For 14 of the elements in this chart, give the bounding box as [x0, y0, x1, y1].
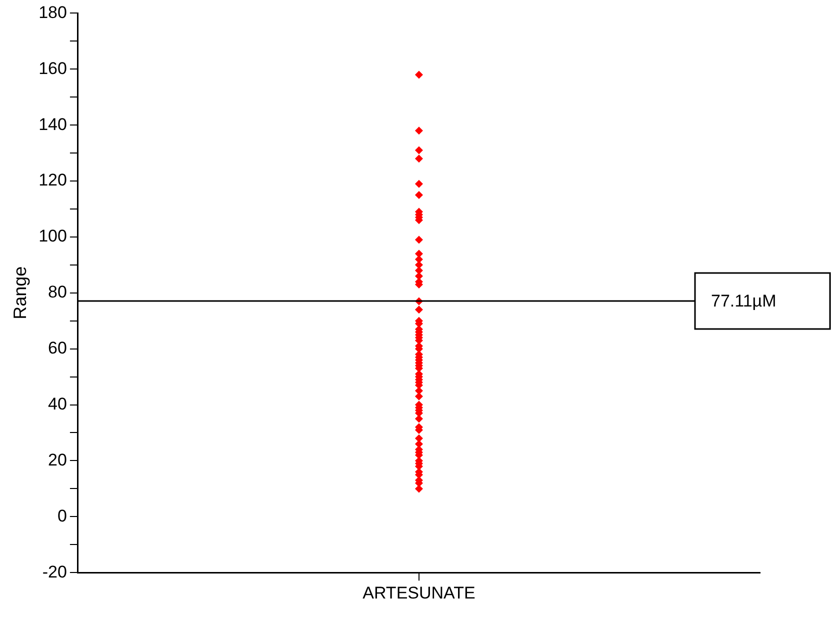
ref-line-label: 77.11µM	[711, 292, 776, 311]
y-tick-label: 20	[48, 450, 67, 470]
y-tick-label: 40	[48, 394, 67, 414]
y-axis-title: Range	[10, 266, 30, 320]
y-tick-label: 180	[38, 2, 67, 22]
x-tick-label: ARTESUNATE	[362, 583, 476, 602]
y-tick-label: 80	[48, 282, 67, 302]
y-tick-label: 140	[38, 114, 67, 134]
y-tick-label: 120	[38, 170, 67, 190]
y-tick-label: 160	[38, 58, 67, 78]
y-tick-label: 60	[48, 338, 67, 358]
y-tick-label: -20	[42, 562, 67, 582]
y-tick-label: 100	[38, 226, 67, 246]
y-tick-label: 0	[57, 506, 67, 526]
